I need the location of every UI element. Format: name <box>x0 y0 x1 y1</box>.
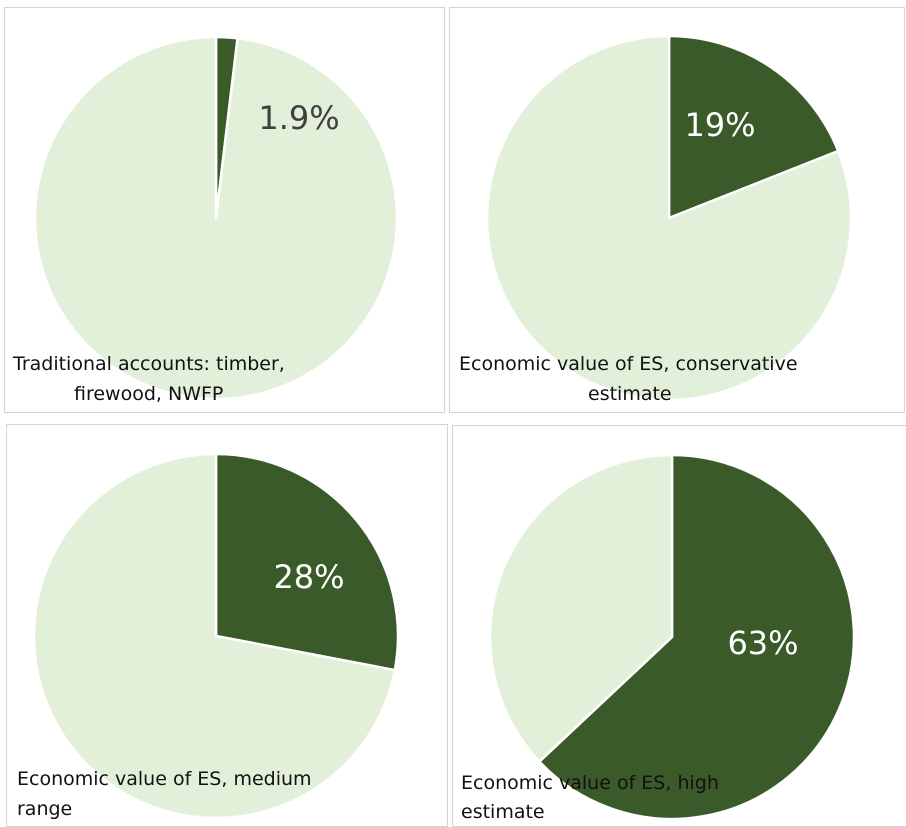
caption-line-2-conservative: estimate <box>588 379 672 409</box>
pie-slice-traditional-remainder <box>35 37 397 399</box>
pie-panel-high: 63% Economic value of ES, high estimate <box>452 425 906 827</box>
pie-chart-high: 63% <box>453 426 906 827</box>
pie-panel-conservative: 19% Economic value of ES, conservative e… <box>449 7 905 413</box>
caption-line-1-traditional: Traditional accounts: timber, <box>13 349 285 379</box>
pie-panel-medium: 28% Economic value of ES, medium range <box>6 424 448 827</box>
data-label-conservative: 19% <box>684 106 755 144</box>
data-label-high: 63% <box>727 624 798 662</box>
caption-line-2-high: estimate <box>461 797 545 827</box>
caption-line-2-traditional: firewood, NWFP <box>74 379 223 409</box>
data-label-traditional: 1.9% <box>258 99 339 137</box>
caption-line-1-high: Economic value of ES, high <box>461 768 719 798</box>
pie-panel-traditional: 1.9% Traditional accounts: timber, firew… <box>4 7 445 413</box>
caption-line-1-medium: Economic value of ES, medium <box>17 764 312 794</box>
data-label-medium: 28% <box>273 558 344 596</box>
caption-line-2-medium: range <box>17 794 72 824</box>
caption-line-1-conservative: Economic value of ES, conservative <box>459 349 798 379</box>
